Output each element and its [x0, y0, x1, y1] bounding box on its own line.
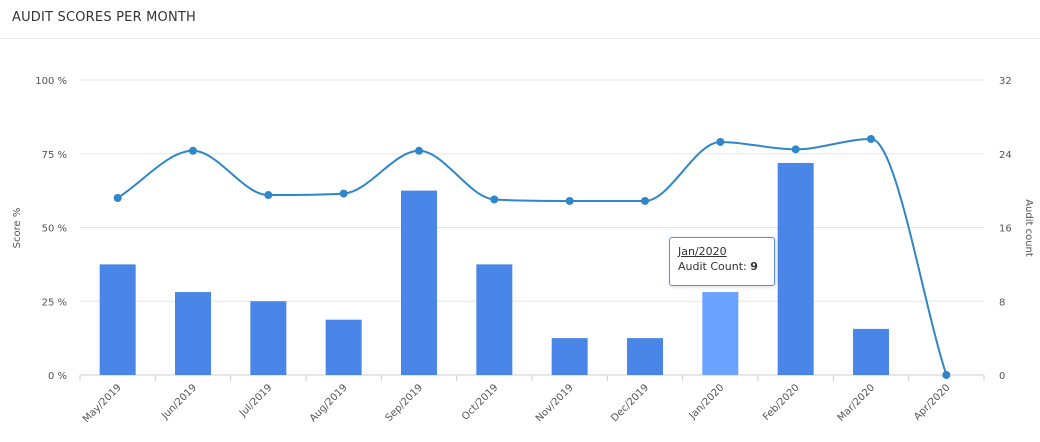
bar [325, 319, 362, 375]
bar [702, 292, 739, 375]
y-left-tick-label: 0 % [48, 371, 67, 382]
y-right-tick-label: 24 [999, 150, 1012, 161]
x-tick-label: Jan/2020 [687, 382, 727, 422]
score-point [339, 189, 348, 198]
y-right-tick-label: 32 [999, 76, 1012, 87]
y-left-tick-label: 50 % [42, 224, 67, 235]
y-right-tick-label: 0 [999, 371, 1005, 382]
x-tick-label: May/2019 [81, 382, 124, 425]
x-tick-label: Mar/2020 [836, 382, 877, 423]
y-axis-left-title: Score % [12, 208, 23, 249]
score-point [490, 195, 499, 204]
x-tick-label: Jul/2019 [237, 382, 274, 419]
bar [401, 190, 437, 375]
panel-title: AUDIT SCORES PER MONTH [12, 10, 197, 25]
x-tick-label: Aug/2019 [308, 382, 350, 424]
score-point [565, 196, 574, 205]
score-point [942, 371, 951, 379]
x-tick-label: Apr/2020 [912, 382, 952, 422]
chart-tooltip: Jan/2020 Audit Count: 9 [669, 237, 775, 286]
y-right-tick-label: 8 [999, 297, 1005, 308]
x-tick-label: Sep/2019 [384, 382, 425, 423]
x-tick-label: Nov/2019 [534, 382, 576, 424]
y-right-tick-label: 16 [999, 224, 1012, 235]
score-point [415, 146, 423, 155]
tooltip-count-label: Audit Count: [678, 260, 747, 273]
score-line [117, 137, 948, 376]
score-point [189, 146, 197, 155]
tooltip-count-value: 9 [750, 260, 758, 273]
bar [853, 328, 889, 375]
y-left-tick-label: 75 % [42, 150, 67, 161]
y-left-tick-label: 100 % [35, 76, 67, 87]
x-tick-label: Dec/2019 [609, 382, 651, 424]
score-point [716, 137, 725, 146]
score-point [113, 194, 122, 202]
tooltip-count-line: Audit Count: 9 [678, 259, 766, 274]
score-point [791, 145, 800, 154]
bar [476, 264, 513, 375]
bar [627, 338, 663, 375]
line-layer [113, 135, 951, 379]
grid-layer [79, 79, 985, 381]
score-point [264, 191, 273, 200]
score-point [867, 135, 875, 143]
y-left-tick-label: 25 % [42, 297, 67, 308]
x-tick-label: Oct/2019 [460, 382, 500, 422]
x-tick-label: Feb/2020 [761, 382, 802, 423]
x-tick-label: Jun/2019 [159, 382, 199, 422]
bar [551, 338, 588, 375]
bar [777, 162, 814, 375]
score-point [641, 196, 649, 205]
tooltip-date: Jan/2020 [678, 245, 727, 258]
bar [99, 264, 136, 375]
y-axis-right-title: Audit count [1023, 199, 1034, 257]
bar-layer [99, 162, 889, 375]
panel-header: AUDIT SCORES PER MONTH [0, 0, 1040, 39]
bar [175, 292, 211, 375]
bar [250, 301, 287, 375]
